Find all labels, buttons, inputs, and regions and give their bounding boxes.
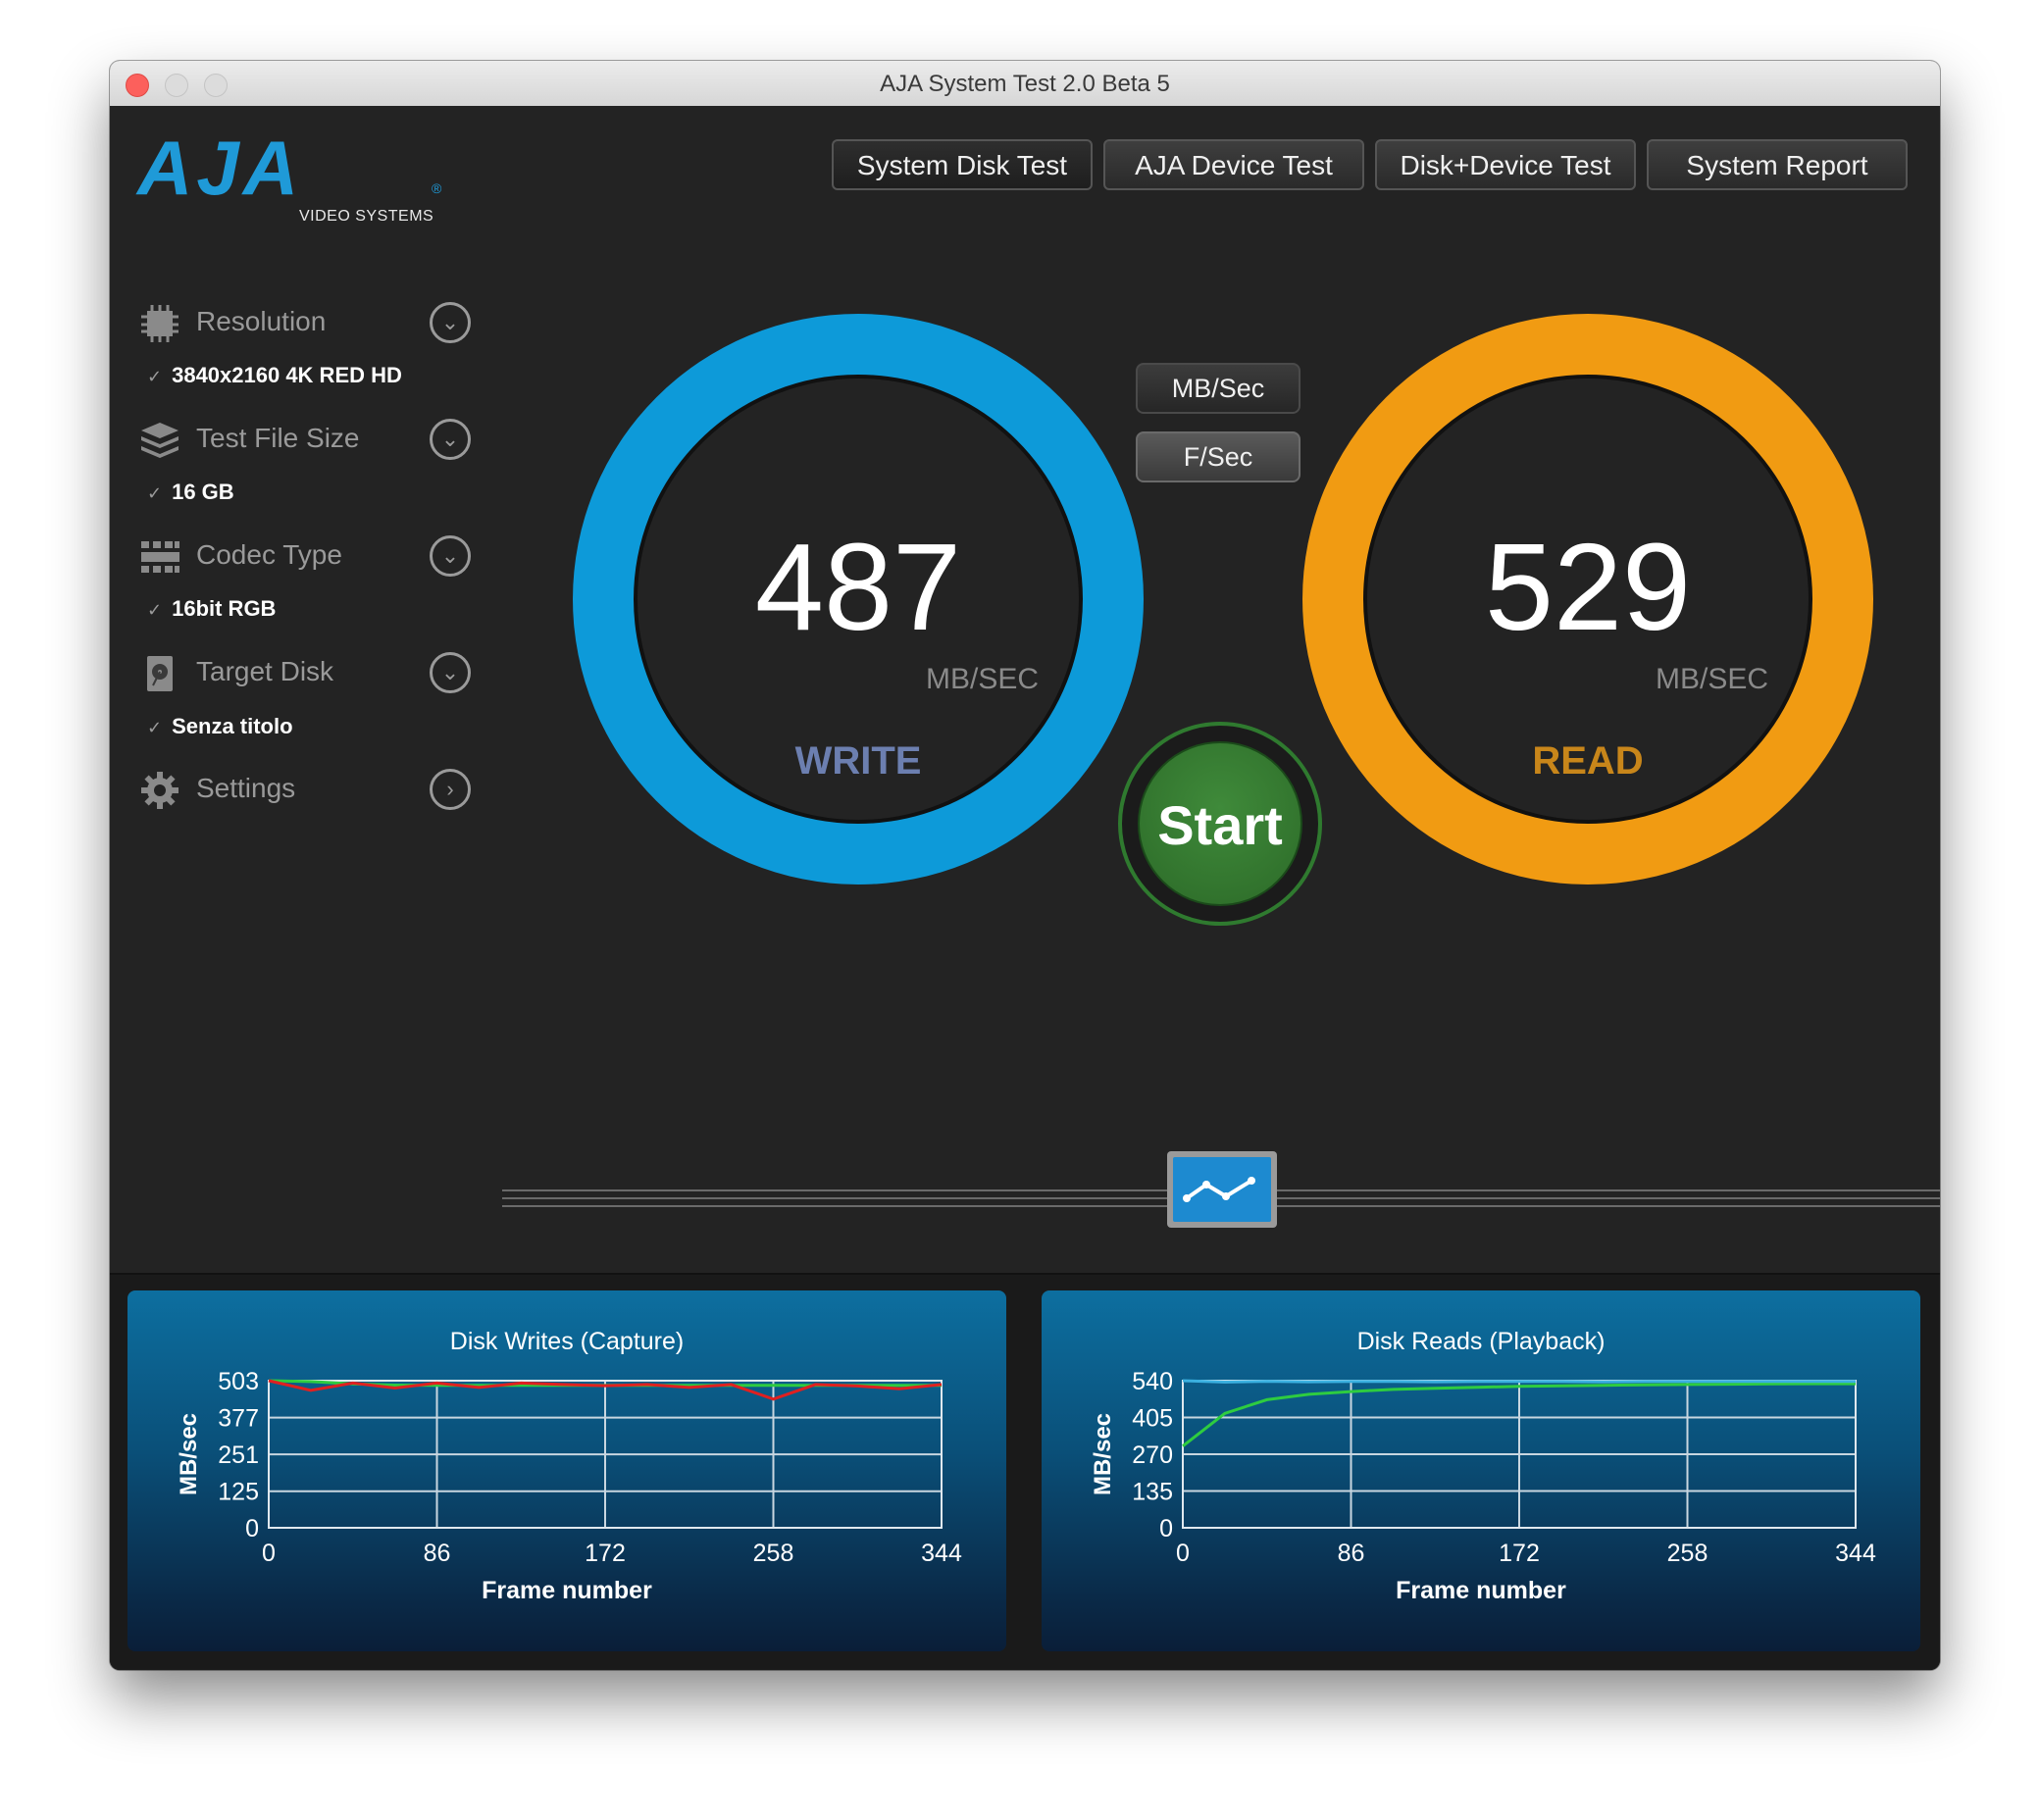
chevron-right-icon[interactable]: ›: [430, 769, 471, 810]
sidebar-item-label: Test File Size: [196, 423, 360, 453]
sidebar-item-label: Settings: [196, 773, 296, 803]
y-tick-label: 503: [218, 1368, 259, 1395]
film-icon: [141, 541, 179, 573]
sidebar-item-label: Target Disk: [196, 656, 334, 686]
tab-aja-device-test[interactable]: AJA Device Test: [1103, 139, 1364, 190]
y-tick-label: 405: [1132, 1405, 1173, 1433]
sidebar-item-resolution[interactable]: Resolution ⌄: [139, 298, 492, 347]
chart-x-axis-label: Frame number: [482, 1577, 652, 1604]
mb-per-sec-button[interactable]: MB/Sec: [1136, 363, 1300, 414]
checkmark-icon: ✓: [147, 367, 163, 386]
tab-disk-device-test[interactable]: Disk+Device Test: [1375, 139, 1636, 190]
chevron-down-icon[interactable]: ⌄: [430, 302, 471, 343]
chip-icon: [141, 305, 178, 342]
y-tick-label: 125: [218, 1479, 259, 1506]
stack-icon: [141, 423, 178, 458]
chart-x-axis-label: Frame number: [1396, 1577, 1566, 1604]
series-line: [1182, 1379, 1856, 1384]
x-tick-label: 172: [585, 1540, 626, 1567]
x-tick-label: 0: [1176, 1540, 1190, 1567]
start-button-ring: Start: [1118, 722, 1322, 926]
y-tick-label: 0: [245, 1515, 259, 1542]
logo-wordmark: AJA: [137, 125, 303, 211]
x-tick-label: 344: [921, 1540, 962, 1567]
target-disk-value-text: Senza titolo: [172, 714, 293, 738]
x-tick-label: 344: [1835, 1540, 1876, 1567]
write-gauge: 487 MB/SEC WRITE: [573, 314, 1144, 885]
y-tick-label: 251: [218, 1441, 259, 1469]
frames-per-sec-button[interactable]: F/Sec: [1136, 431, 1300, 482]
plot-frame: [268, 1380, 943, 1529]
charts-area: Disk Writes (Capture) 0 125 251 377 503 0 86 17…: [110, 1273, 1940, 1670]
sidebar-item-label: Codec Type: [196, 539, 342, 570]
sidebar-item-test-file-size[interactable]: Test File Size ⌄: [139, 415, 492, 464]
gear-icon: [141, 772, 178, 809]
y-axis-label: MB/sec: [1090, 1413, 1116, 1495]
checkmark-icon: ✓: [147, 483, 163, 503]
read-gauge: 529 MB/SEC READ: [1302, 314, 1873, 885]
file-size-value: ✓ 16 GB: [147, 480, 234, 505]
start-button[interactable]: Start: [1138, 741, 1302, 906]
x-tick-label: 172: [1499, 1540, 1540, 1567]
target-disk-value: ✓ Senza titolo: [147, 714, 293, 739]
x-tick-label: 0: [262, 1540, 276, 1567]
main-content: AJA ® VIDEO SYSTEMS Resolution ⌄ ✓ 3840x2…: [110, 106, 1940, 1670]
resolution-value-text: 3840x2160 4K RED HD: [172, 363, 402, 387]
chevron-down-icon[interactable]: ⌄: [430, 652, 471, 693]
chevron-down-icon[interactable]: ⌄: [430, 535, 471, 577]
logo-registered-mark: ®: [432, 180, 442, 196]
x-tick-label: 86: [1338, 1540, 1365, 1567]
write-label: WRITE: [794, 739, 922, 783]
disk-writes-chart: Disk Writes (Capture) 0 125 251 377 503 0 86 17…: [128, 1290, 1006, 1651]
codec-value-text: 16bit RGB: [172, 596, 277, 621]
y-tick-label: 377: [218, 1405, 259, 1433]
y-tick-label: 270: [1132, 1441, 1173, 1469]
codec-value: ✓ 16bit RGB: [147, 596, 276, 622]
y-axis-label: MB/sec: [176, 1413, 202, 1495]
disk-icon: [147, 656, 173, 691]
read-label: READ: [1532, 739, 1644, 783]
tab-system-disk-test[interactable]: System Disk Test: [832, 139, 1093, 190]
disk-writes-plot: 0 125 251 377 503 0 86 172 258 344 MB/sec: [176, 1368, 962, 1567]
file-size-value-text: 16 GB: [172, 480, 234, 504]
zoom-button[interactable]: [204, 74, 228, 97]
logo-subtitle: VIDEO SYSTEMS: [299, 208, 434, 225]
tab-system-report[interactable]: System Report: [1647, 139, 1908, 190]
graph-toggle-button[interactable]: [1167, 1151, 1277, 1228]
resolution-value: ✓ 3840x2160 4K RED HD: [147, 363, 402, 388]
line-graph-icon: [1183, 1177, 1255, 1202]
minimize-button[interactable]: [165, 74, 188, 97]
series-line: [268, 1379, 943, 1401]
read-value: 529: [1484, 518, 1692, 656]
write-value: 487: [754, 518, 962, 656]
sidebar-item-settings[interactable]: Settings ›: [139, 765, 492, 814]
aja-logo: AJA ® VIDEO SYSTEMS: [137, 124, 451, 225]
close-button[interactable]: [126, 74, 149, 97]
chart-title: Disk Reads (Playback): [1356, 1328, 1606, 1355]
window-title: AJA System Test 2.0 Beta 5: [880, 71, 1170, 97]
x-tick-label: 258: [1667, 1540, 1708, 1567]
write-unit: MB/SEC: [926, 663, 1040, 695]
app-window: AJA System Test 2.0 Beta 5 AJA ® VIDEO S…: [110, 61, 1940, 1670]
sidebar-item-label: Resolution: [196, 306, 327, 336]
read-unit: MB/SEC: [1656, 663, 1769, 695]
y-tick-label: 540: [1132, 1368, 1173, 1395]
checkmark-icon: ✓: [147, 600, 163, 620]
sidebar-item-codec-type[interactable]: Codec Type ⌄: [139, 531, 492, 581]
chart-title: Disk Writes (Capture): [449, 1328, 685, 1355]
x-tick-label: 86: [424, 1540, 451, 1567]
title-bar: AJA System Test 2.0 Beta 5: [110, 61, 1940, 107]
y-tick-label: 135: [1132, 1479, 1173, 1506]
disk-reads-chart: Disk Reads (Playback) 0 135 270 405 540 0 86 17…: [1042, 1290, 1920, 1651]
chevron-down-icon[interactable]: ⌄: [430, 419, 471, 460]
series-line: [1182, 1382, 1856, 1447]
y-tick-label: 0: [1159, 1515, 1173, 1542]
sidebar-item-target-disk[interactable]: Target Disk ⌄: [139, 648, 492, 697]
x-tick-label: 258: [753, 1540, 794, 1567]
disk-reads-plot: 0 135 270 405 540 0 86 172 258 344 MB/sec: [1090, 1368, 1876, 1567]
checkmark-icon: ✓: [147, 718, 163, 737]
